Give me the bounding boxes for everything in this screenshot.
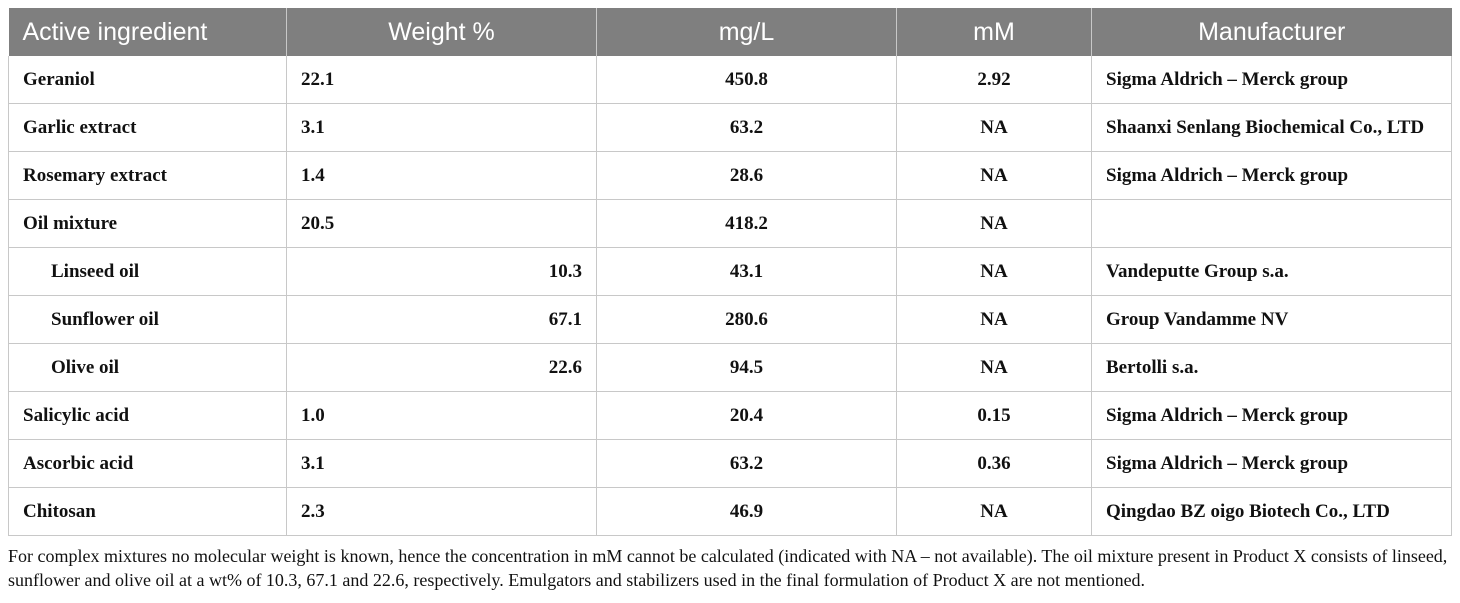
header-active-ingredient: Active ingredient <box>8 8 287 56</box>
cell-mg-per-l: 418.2 <box>596 199 897 248</box>
table-row: Sunflower oil 67.1 280.6 NA Group Vandamme N… <box>8 295 1452 344</box>
cell-mm: 0.36 <box>896 439 1092 488</box>
cell-manufacturer: Sigma Aldrich – Merck group <box>1091 439 1452 488</box>
cell-mg-per-l: 280.6 <box>596 295 897 344</box>
header-weight-percent: Weight % <box>286 8 597 56</box>
cell-manufacturer: Sigma Aldrich – Merck group <box>1091 391 1452 440</box>
cell-ingredient: Olive oil <box>8 343 287 392</box>
cell-ingredient: Geraniol <box>8 56 287 104</box>
cell-manufacturer: Vandeputte Group s.a. <box>1091 247 1452 296</box>
cell-mg-per-l: 63.2 <box>596 103 897 152</box>
header-mm: mM <box>896 8 1092 56</box>
cell-ingredient: Oil mixture <box>8 199 287 248</box>
cell-mm: NA <box>896 103 1092 152</box>
cell-mg-per-l: 63.2 <box>596 439 897 488</box>
cell-mg-per-l: 28.6 <box>596 151 897 200</box>
table-row: Linseed oil 10.3 43.1 NA Vandeputte Group s.… <box>8 247 1452 296</box>
cell-mg-per-l: 46.9 <box>596 487 897 536</box>
cell-ingredient: Sunflower oil <box>8 295 287 344</box>
cell-mg-per-l: 43.1 <box>596 247 897 296</box>
cell-mm: NA <box>896 487 1092 536</box>
header-manufacturer: Manufacturer <box>1091 8 1452 56</box>
cell-manufacturer: Qingdao BZ oigo Biotech Co., LTD <box>1091 487 1452 536</box>
cell-weight: 20.5 <box>286 199 597 248</box>
cell-mg-per-l: 450.8 <box>596 56 897 104</box>
table-row: Rosemary extract 1.4 28.6 NA Sigma Aldrich –… <box>8 151 1452 200</box>
table-header-row: Active ingredient Weight % mg/L mM Manuf… <box>8 8 1452 56</box>
cell-mm: 0.15 <box>896 391 1092 440</box>
cell-weight: 22.1 <box>286 56 597 104</box>
cell-ingredient: Garlic extract <box>8 103 287 152</box>
cell-ingredient: Linseed oil <box>8 247 287 296</box>
cell-manufacturer: Sigma Aldrich – Merck group <box>1091 56 1452 104</box>
cell-ingredient: Chitosan <box>8 487 287 536</box>
cell-weight: 3.1 <box>286 103 597 152</box>
table-row: Geraniol 22.1 450.8 2.92 Sigma Aldrich – Mer… <box>8 56 1452 104</box>
cell-mg-per-l: 94.5 <box>596 343 897 392</box>
cell-weight: 22.6 <box>286 343 597 392</box>
cell-ingredient: Salicylic acid <box>8 391 287 440</box>
cell-weight: 67.1 <box>286 295 597 344</box>
table-row: Olive oil 22.6 94.5 NA Bertolli s.a. <box>8 343 1452 392</box>
table-row: Chitosan 2.3 46.9 NA Qingdao BZ oigo Biotech… <box>8 487 1452 536</box>
cell-weight: 1.0 <box>286 391 597 440</box>
cell-mm: 2.92 <box>896 56 1092 104</box>
cell-manufacturer: Bertolli s.a. <box>1091 343 1452 392</box>
cell-mm: NA <box>896 295 1092 344</box>
header-mg-per-l: mg/L <box>596 8 897 56</box>
ingredients-table: Active ingredient Weight % mg/L mM Manuf… <box>8 8 1452 536</box>
cell-ingredient: Rosemary extract <box>8 151 287 200</box>
table-footnote: For complex mixtures no molecular weight… <box>8 546 1448 590</box>
table-row: Ascorbic acid 3.1 63.2 0.36 Sigma Aldrich – … <box>8 439 1452 488</box>
cell-weight: 3.1 <box>286 439 597 488</box>
cell-weight: 2.3 <box>286 487 597 536</box>
cell-mm: NA <box>896 151 1092 200</box>
table-container: Active ingredient Weight % mg/L mM Manuf… <box>8 8 1452 592</box>
cell-weight: 10.3 <box>286 247 597 296</box>
cell-mg-per-l: 20.4 <box>596 391 897 440</box>
cell-ingredient: Ascorbic acid <box>8 439 287 488</box>
table-row: Garlic extract 3.1 63.2 NA Shaanxi Senlang B… <box>8 103 1452 152</box>
cell-mm: NA <box>896 247 1092 296</box>
cell-manufacturer: Shaanxi Senlang Biochemical Co., LTD <box>1091 103 1452 152</box>
cell-mm: NA <box>896 199 1092 248</box>
table-row: Oil mixture 20.5 418.2 NA <box>8 199 1452 248</box>
table-row: Salicylic acid 1.0 20.4 0.15 Sigma Aldrich –… <box>8 391 1452 440</box>
cell-mm: NA <box>896 343 1092 392</box>
cell-manufacturer: Group Vandamme NV <box>1091 295 1452 344</box>
cell-weight: 1.4 <box>286 151 597 200</box>
cell-manufacturer <box>1091 199 1452 248</box>
cell-manufacturer: Sigma Aldrich – Merck group <box>1091 151 1452 200</box>
